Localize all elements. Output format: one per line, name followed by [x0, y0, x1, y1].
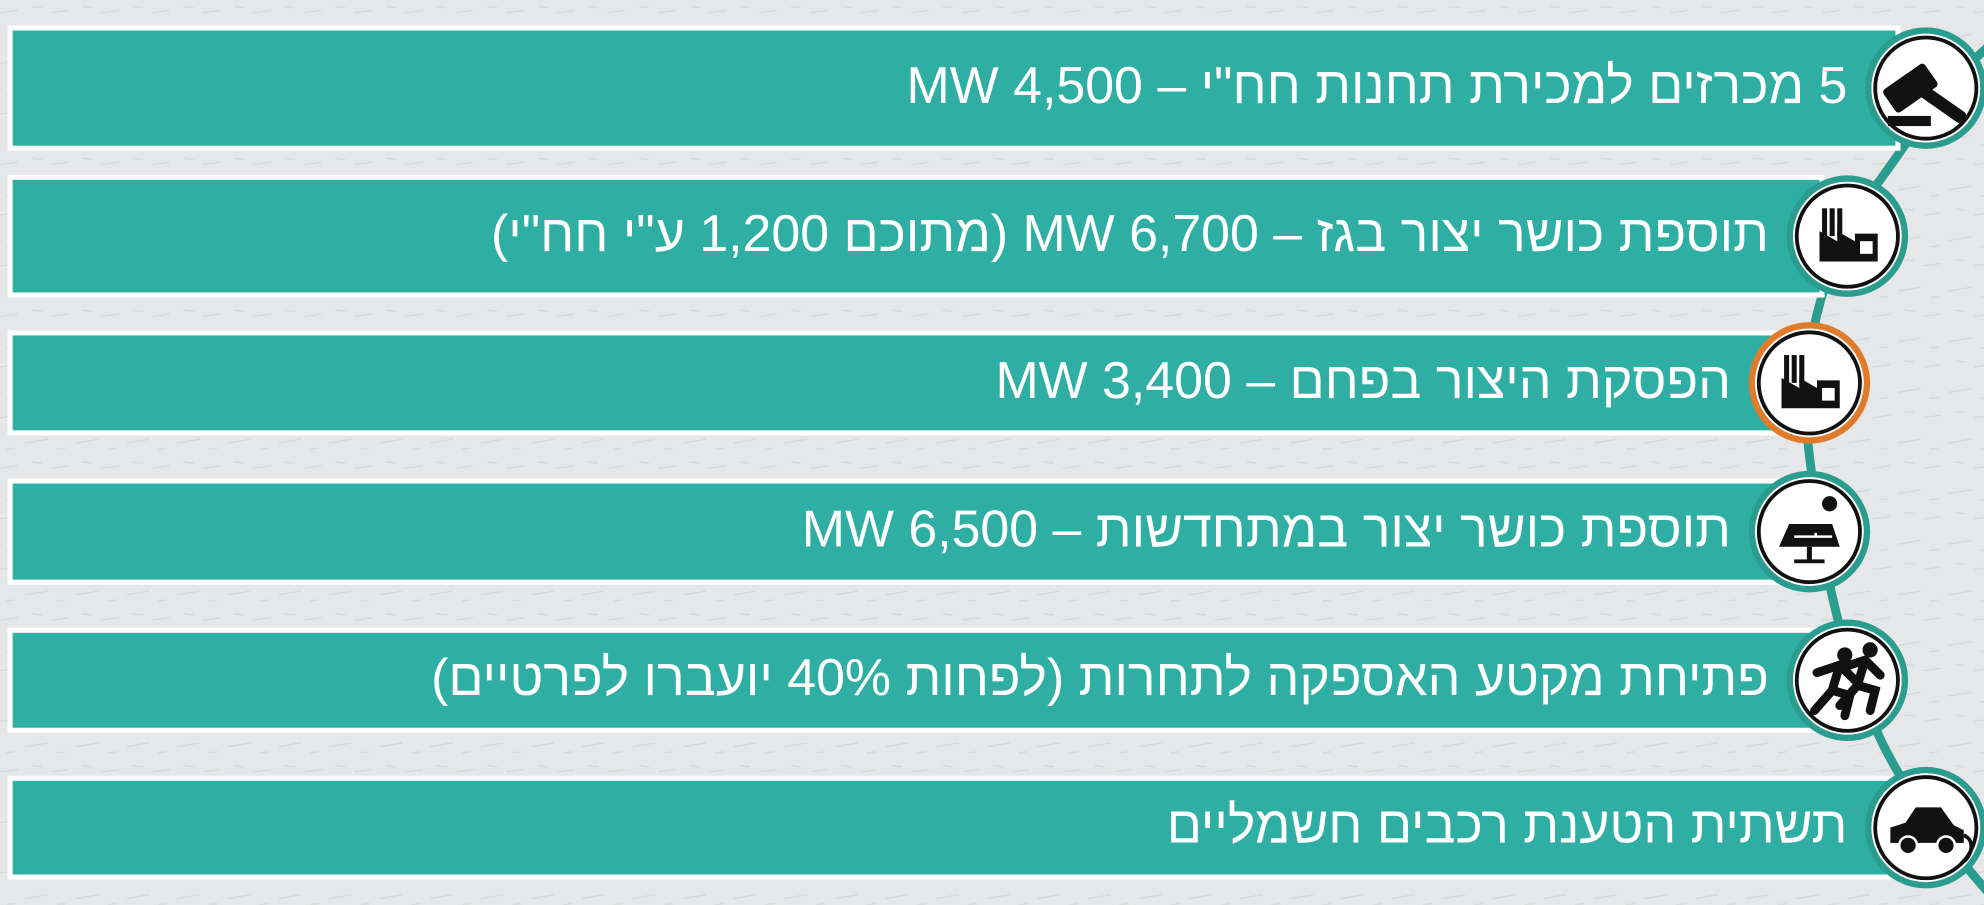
icon-factory	[1860, 241, 1873, 254]
icon-solar	[1794, 532, 1833, 538]
item-bar	[7, 478, 1787, 585]
item-bar	[7, 25, 1901, 151]
icon-factory	[1791, 355, 1797, 383]
icon-factory	[1837, 208, 1843, 237]
item: תשתית הטענת רכבים חשמליים	[7, 766, 1984, 889]
icon-car	[1897, 835, 1919, 856]
item: תוספת כושר יצור בגז – 6,700 MW (מתוכם 1,…	[7, 174, 1909, 298]
icon-runners	[1862, 642, 1878, 658]
icon-car	[1935, 835, 1957, 856]
icon-gavel	[1887, 115, 1931, 127]
item-text: תשתית הטענת רכבים חשמליים	[1167, 796, 1848, 854]
icon-inner	[1754, 328, 1864, 438]
icon-ring	[1756, 479, 1862, 585]
icon-ring	[1794, 627, 1900, 733]
item-text: 5 מכרזים למכירת תחנות חח"י – 4,500 MW	[907, 56, 1848, 114]
item-text: תוספת כושר יצור בגז – 6,700 MW (מתוכם 1,…	[491, 204, 1769, 262]
item-text: תוספת כושר יצור במתחדשות – 6,500 MW	[802, 500, 1731, 558]
icon-gavel	[1916, 83, 1967, 124]
item-bar	[7, 627, 1825, 733]
icon-factory	[1822, 208, 1828, 237]
icon-ring	[1873, 35, 1979, 141]
icon-car	[1890, 807, 1964, 843]
icon-runners	[1837, 647, 1853, 663]
icon-factory	[1799, 355, 1805, 383]
icon-factory	[1829, 208, 1835, 237]
icon-ring	[1873, 775, 1979, 881]
item: הפסקת היצור בפחם – 3,400 MW	[7, 322, 1871, 444]
item-text: פתיחת מקטע האספקה לתחרות (לפחות 40% יועב…	[431, 648, 1769, 706]
item: פתיחת מקטע האספקה לתחרות (לפחות 40% יועב…	[7, 619, 1909, 741]
items: 5 מכרזים למכירת תחנות חח"י – 4,500 MW תוס…	[7, 25, 1984, 889]
item: 5 מכרזים למכירת תחנות חח"י – 4,500 MW	[7, 25, 1984, 151]
icon-runners	[1835, 654, 1885, 716]
icon-factory	[1784, 355, 1790, 383]
icon-ring	[1794, 183, 1900, 289]
icon-car	[1960, 833, 1974, 865]
icon-solar	[1822, 496, 1838, 512]
item-bar	[7, 775, 1901, 880]
icon-ring	[1756, 330, 1862, 436]
icon-inner	[1792, 181, 1902, 291]
icon-factory	[1822, 387, 1835, 401]
icon-solar	[1806, 546, 1812, 562]
icon-gavel	[1883, 63, 1938, 113]
item: תוספת כושר יצור במתחדשות – 6,500 MW	[7, 470, 1871, 593]
item-text: הפסקת היצור בפחם – 3,400 MW	[995, 351, 1730, 409]
icon-solar	[1794, 559, 1825, 564]
